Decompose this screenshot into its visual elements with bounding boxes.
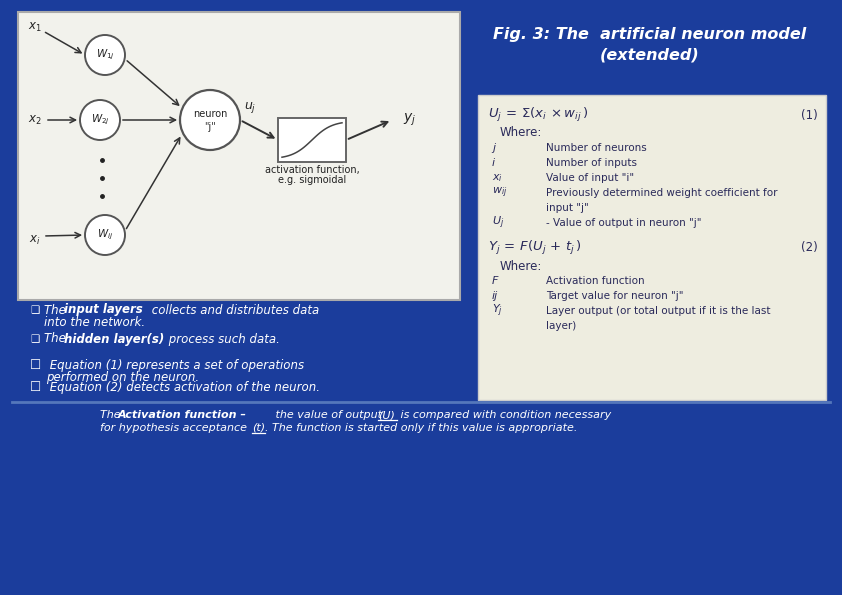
Text: Target value for neuron "j": Target value for neuron "j" <box>546 291 684 301</box>
Text: $x_i$: $x_i$ <box>29 233 40 246</box>
Text: ij: ij <box>492 291 498 301</box>
Circle shape <box>85 215 125 255</box>
Text: i: i <box>492 158 495 168</box>
Text: (t): (t) <box>252 423 265 433</box>
Text: Number of inputs: Number of inputs <box>546 158 637 168</box>
Text: Activation function: Activation function <box>546 276 645 286</box>
Text: Number of neurons: Number of neurons <box>546 143 647 153</box>
Text: $Y_j\,=\,F(U_j\,+\,t_j\,)$: $Y_j\,=\,F(U_j\,+\,t_j\,)$ <box>488 239 582 257</box>
Text: Where:: Where: <box>500 127 542 139</box>
Text: ☐: ☐ <box>30 359 41 371</box>
Text: ❑: ❑ <box>30 334 40 344</box>
Text: e.g. sigmoidal: e.g. sigmoidal <box>278 175 346 185</box>
Text: performed on the neuron.: performed on the neuron. <box>46 371 199 384</box>
Text: hidden layer(s): hidden layer(s) <box>64 333 164 346</box>
Text: j: j <box>492 143 495 153</box>
Text: Fig. 3: The  artificial neuron model: Fig. 3: The artificial neuron model <box>493 27 807 42</box>
Text: The: The <box>44 333 70 346</box>
Text: is compared with condition necessary: is compared with condition necessary <box>397 410 611 420</box>
Text: - Value of output in neuron "j": - Value of output in neuron "j" <box>546 218 701 228</box>
Text: "j": "j" <box>204 122 216 132</box>
Text: Equation (1) represents a set of operations: Equation (1) represents a set of operati… <box>46 359 304 371</box>
Text: (extended): (extended) <box>600 48 700 62</box>
FancyBboxPatch shape <box>478 95 826 400</box>
FancyBboxPatch shape <box>18 12 460 300</box>
Text: ☐: ☐ <box>30 380 41 393</box>
Text: input layers: input layers <box>64 303 143 317</box>
Text: $Y_j$: $Y_j$ <box>492 303 503 319</box>
Text: layer): layer) <box>546 321 576 331</box>
Text: $u_j$: $u_j$ <box>244 101 256 115</box>
Text: $x_2$: $x_2$ <box>28 114 42 127</box>
Text: (1): (1) <box>802 108 818 121</box>
Text: Where:: Where: <box>500 259 542 273</box>
Circle shape <box>180 90 240 150</box>
Text: (2): (2) <box>802 242 818 255</box>
Text: ❑: ❑ <box>30 305 40 315</box>
Text: $U_j$: $U_j$ <box>492 215 504 231</box>
Text: $U_j\,=\,\Sigma(x_i\,\times w_{ij}\,)$: $U_j\,=\,\Sigma(x_i\,\times w_{ij}\,)$ <box>488 106 589 124</box>
Text: The: The <box>44 303 70 317</box>
Text: neuron: neuron <box>193 109 227 119</box>
Text: $y_j$: $y_j$ <box>403 112 417 128</box>
FancyBboxPatch shape <box>278 118 346 162</box>
Text: F: F <box>492 276 498 286</box>
Text: for hypothesis acceptance: for hypothesis acceptance <box>100 423 251 433</box>
Text: $w_{ij}$: $w_{ij}$ <box>492 186 508 200</box>
Circle shape <box>85 35 125 75</box>
Text: $x_1$: $x_1$ <box>28 20 42 33</box>
Text: (U): (U) <box>378 410 395 420</box>
Text: collects and distributes data: collects and distributes data <box>148 303 319 317</box>
Text: Layer output (or total output if it is the last: Layer output (or total output if it is t… <box>546 306 770 316</box>
Text: Equation (2) detects activation of the neuron.: Equation (2) detects activation of the n… <box>46 380 320 393</box>
Text: into the network.: into the network. <box>44 317 145 330</box>
Text: $W_{1j}$: $W_{1j}$ <box>95 48 115 62</box>
Text: $W_{ij}$: $W_{ij}$ <box>97 228 113 242</box>
Text: input "j": input "j" <box>546 203 589 213</box>
Circle shape <box>80 100 120 140</box>
Text: . The function is started only if this value is appropriate.: . The function is started only if this v… <box>265 423 578 433</box>
Text: $W_{2j}$: $W_{2j}$ <box>91 113 109 127</box>
Text: activation function,: activation function, <box>264 165 360 175</box>
Text: Value of input "i": Value of input "i" <box>546 173 634 183</box>
Text: The: The <box>100 410 124 420</box>
Text: process such data.: process such data. <box>165 333 280 346</box>
Text: the value of output: the value of output <box>272 410 386 420</box>
Text: $x_i$: $x_i$ <box>492 172 503 184</box>
Text: Previously determined weight coefficient for: Previously determined weight coefficient… <box>546 188 777 198</box>
Text: Activation function –: Activation function – <box>118 410 247 420</box>
